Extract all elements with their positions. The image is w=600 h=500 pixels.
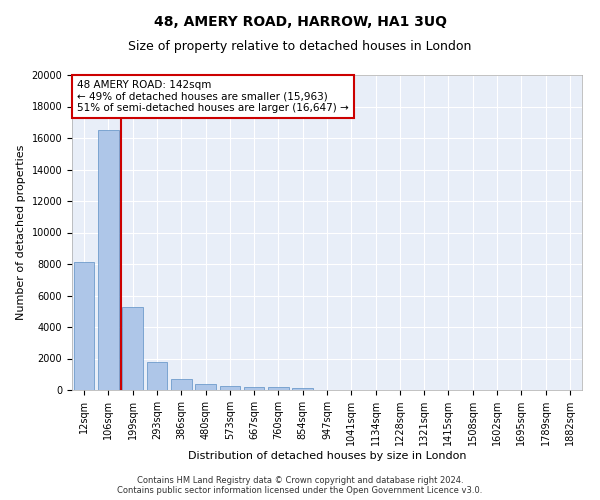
Y-axis label: Number of detached properties: Number of detached properties [16,145,26,320]
Bar [268,387,289,390]
Bar [74,262,94,390]
Bar [171,379,191,390]
Bar [220,386,240,390]
Text: Size of property relative to detached houses in London: Size of property relative to detached ho… [128,40,472,53]
Bar [122,306,143,390]
Bar [244,386,265,390]
Text: 48, AMERY ROAD, HARROW, HA1 3UQ: 48, AMERY ROAD, HARROW, HA1 3UQ [154,15,446,29]
Bar [195,384,216,390]
Text: Contains HM Land Registry data © Crown copyright and database right 2024.
Contai: Contains HM Land Registry data © Crown c… [118,476,482,495]
Bar [98,130,119,390]
Bar [146,362,167,390]
X-axis label: Distribution of detached houses by size in London: Distribution of detached houses by size … [188,451,466,461]
Bar [292,388,313,390]
Text: 48 AMERY ROAD: 142sqm
← 49% of detached houses are smaller (15,963)
51% of semi-: 48 AMERY ROAD: 142sqm ← 49% of detached … [77,80,349,113]
